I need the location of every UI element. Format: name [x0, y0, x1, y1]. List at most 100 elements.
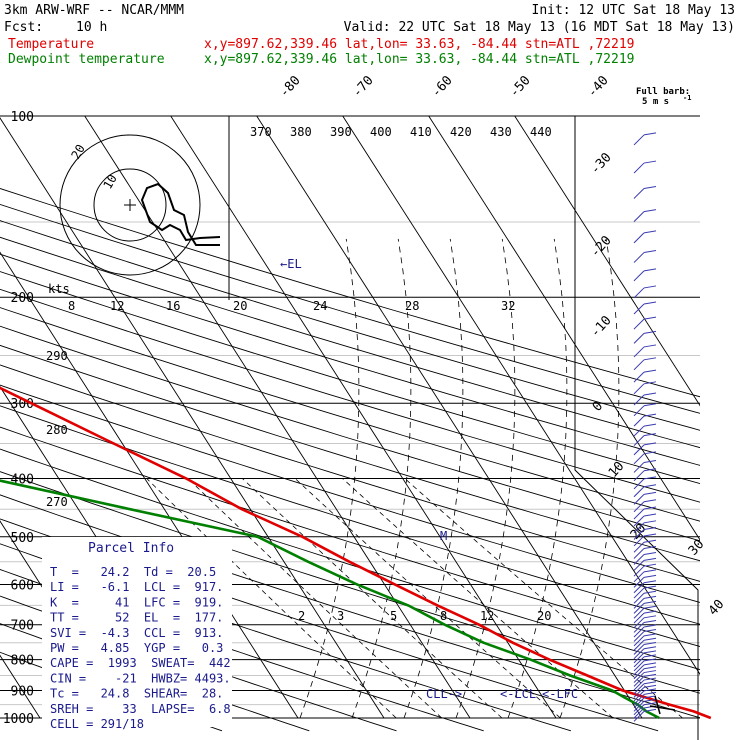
isotherm: [170, 115, 557, 719]
wind-barb: [633, 515, 645, 527]
wind-barb: [633, 435, 645, 447]
wind-barb: [633, 333, 645, 344]
wind-barb: [633, 232, 645, 244]
wind-barb: [633, 371, 645, 383]
pressure-label-700: 700: [11, 619, 34, 634]
wind-barb: [633, 548, 645, 559]
isotherm: [0, 117, 385, 719]
wind-barb: [633, 607, 645, 619]
wind-barb: [633, 598, 645, 609]
wind-barb: [633, 535, 645, 547]
wind-barb: [633, 501, 645, 513]
pressure-label-900: 900: [11, 684, 34, 699]
dry-adiabat: [0, 325, 700, 542]
wind-barb: [633, 211, 645, 222]
wind-barb-flag: [643, 209, 657, 213]
plot-right-border: [574, 116, 699, 740]
wind-barb: [633, 648, 645, 660]
isotherm-label: 30: [686, 537, 708, 559]
wind-barb: [633, 303, 645, 315]
theta-label: 420: [450, 125, 472, 139]
wind-barb: [633, 656, 645, 668]
wind-barb-flag: [643, 619, 657, 623]
wind-barb: [633, 571, 645, 583]
wind-barb-flag: [643, 330, 657, 334]
wind-barb: [633, 522, 645, 534]
pressure-label-100: 100: [11, 110, 34, 125]
pressure-label-200: 200: [11, 291, 34, 306]
lcl-marker: <-LCL: [500, 687, 536, 701]
wind-barb: [633, 394, 645, 406]
pressure-label-800: 800: [11, 654, 34, 669]
wind-barb: [633, 252, 645, 263]
wind-barb-flag: [643, 484, 657, 488]
wind-barb-flag: [643, 662, 657, 666]
wind-barb: [633, 652, 645, 664]
wind-barb: [633, 554, 645, 565]
hodograph-ring-inner: [93, 168, 167, 242]
wind-barb: [633, 577, 645, 588]
wind-barb: [633, 639, 645, 651]
dry-adiabat: [0, 471, 700, 694]
forecast-hours: 10 h: [76, 20, 107, 35]
parcel-info-row: TT = 52 EL = 177.: [50, 611, 223, 625]
wind-barb-flag: [643, 185, 657, 189]
barb-key-line2: 5 m s: [642, 97, 669, 107]
wind-barb: [633, 592, 645, 604]
surface-wind-barb: [654, 695, 661, 715]
wind-barb: [633, 318, 645, 330]
wind-barb-flag: [643, 670, 657, 674]
mixing-ratio-line: [242, 478, 503, 719]
forecast-label: Fcst:: [4, 20, 43, 35]
theta-label: 370: [250, 125, 272, 139]
wind-barb-flag: [643, 633, 657, 637]
parcel-info-title: Parcel Info: [88, 541, 174, 556]
parcel-info-row: CIN = -21 HWBZ= 4493.: [50, 671, 231, 685]
wind-barb: [633, 560, 645, 571]
wind-barb-flag: [643, 615, 657, 619]
dry-adiabat: [0, 568, 484, 732]
wind-barb: [633, 565, 645, 577]
parcel-info-row: CAPE = 1993 SWEAT= 442: [50, 656, 231, 670]
wind-barb: [633, 679, 645, 691]
dewpoint-profile: [0, 479, 660, 720]
mixing-ratio-label-lower: 2: [298, 609, 305, 623]
dry-adiabat: [0, 307, 700, 522]
wind-barb: [633, 697, 645, 709]
wind-barb: [633, 287, 645, 299]
dry-adiabat: [0, 203, 700, 414]
wind-barb-flag: [643, 459, 657, 463]
theta-label: 440: [530, 125, 552, 139]
wind-barb: [633, 582, 645, 594]
theta-label: 430: [490, 125, 512, 139]
valid-time: Valid: 22 UTC Sat 18 May 13 (16 MDT Sat …: [344, 20, 735, 35]
wind-barb-flag: [643, 666, 657, 670]
wind-barb-flag: [643, 403, 657, 407]
dewpoint-location: x,y=897.62,339.46 lat,lon= 33.63, -84.44…: [204, 52, 634, 67]
wind-barb-flag: [643, 654, 657, 658]
wind-barb: [633, 508, 645, 520]
wind-barb: [633, 453, 645, 465]
barb-key-unit-exponent: -1: [683, 94, 691, 102]
isotherm: [342, 115, 700, 676]
wind-barb: [633, 425, 645, 437]
wind-barb: [633, 644, 645, 655]
profiles: [0, 386, 712, 720]
hodograph-trace: [140, 182, 221, 246]
mixing-ratio-label: 16: [166, 299, 180, 313]
mixing-ratio-label-lower: 5: [390, 609, 397, 623]
wind-barb: [633, 686, 645, 698]
wind-barb: [633, 587, 645, 599]
parcel-info-row: CELL = 291/18: [50, 717, 144, 731]
theta-label: 380: [290, 125, 312, 139]
hodograph-ring-label: 20: [68, 142, 87, 162]
wind-barb-flag: [643, 381, 657, 385]
wind-barb-flag: [643, 513, 657, 517]
dry-adiabat: [0, 448, 700, 671]
wind-barb-flag: [643, 658, 657, 662]
isotherm-label: -80: [277, 73, 304, 100]
wind-barb: [633, 631, 645, 642]
wind-barb-flag: [643, 526, 657, 530]
wind-barb-flag: [643, 491, 657, 495]
wind-barb: [633, 383, 645, 395]
